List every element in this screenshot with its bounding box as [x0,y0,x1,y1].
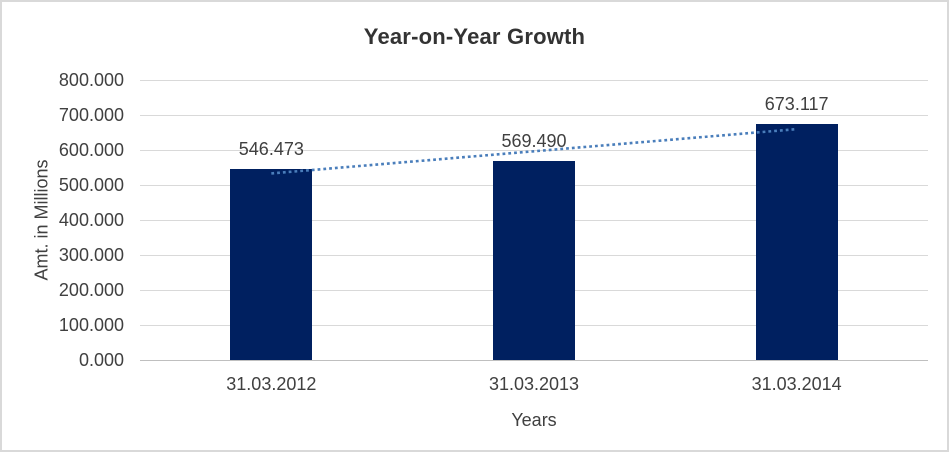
data-label: 569.490 [501,130,567,151]
y-tick-label: 500.000 [58,175,124,195]
x-axis-title: Years [511,410,557,430]
data-label: 546.473 [238,138,304,159]
gridline [140,80,928,81]
x-tick-label: 31.03.2013 [488,374,580,394]
y-tick-label: 600.000 [58,140,124,160]
y-tick-label: 800.000 [58,70,124,90]
trendline [271,127,797,175]
y-tick-label: 0.000 [78,350,124,370]
trendline-path [271,127,797,175]
y-tick-label: 200.000 [58,280,124,300]
data-label: 673.117 [764,94,829,115]
x-axis-line [140,360,928,361]
bar-31.03.2013 [493,160,575,360]
bar-31.03.2014 [755,124,838,360]
bar-31.03.2012 [230,168,313,360]
y-tick-label: 400.000 [58,210,124,230]
plot-area: 800.000 700.000 600.000 500.000 400.000 300.0… [59,70,928,394]
chart-title: Year-on-Year Growth [363,24,586,49]
y-tick-label: 300.000 [58,245,124,265]
y-tick-label: 100.000 [58,315,124,335]
x-tick-label: 31.03.2014 [751,374,842,394]
gridline [140,115,928,116]
y-tick-label: 700.000 [58,105,124,125]
x-tick-label: 31.03.2012 [226,374,317,394]
